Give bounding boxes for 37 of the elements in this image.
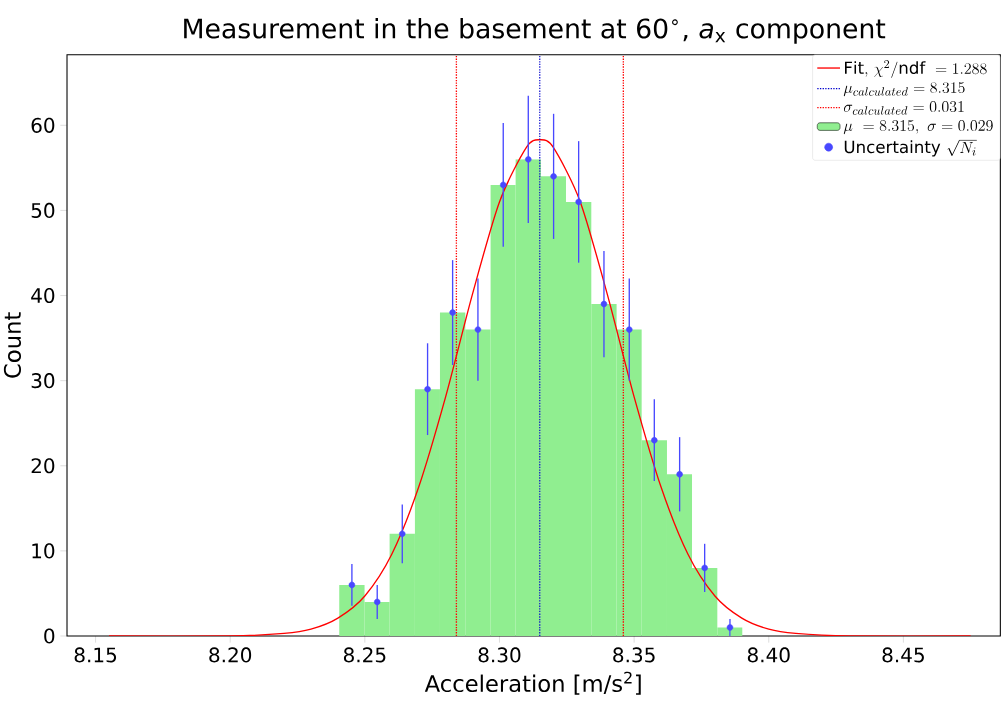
- point: [525, 156, 532, 163]
- y-tick-label: 40: [31, 287, 55, 304]
- x-tick-label: 8.30: [478, 647, 521, 663]
- legend-label: $\sigma_{calculated}=0.031$: [843, 101, 964, 115]
- x-tick-label: 8.20: [209, 647, 252, 663]
- x-tick-label: 8.25: [343, 647, 386, 663]
- y-tick-label: 60: [31, 117, 55, 133]
- x-tick-label: 8.40: [747, 647, 790, 663]
- legend-label: $\mu\ =8.315,\ \sigma=0.029$: [843, 120, 993, 135]
- point: [676, 471, 683, 478]
- point: [424, 385, 431, 393]
- y-tick-label: 50: [31, 202, 55, 218]
- point: [474, 326, 482, 333]
- point: [575, 198, 582, 206]
- point: [399, 530, 406, 538]
- point: [550, 173, 557, 180]
- x-tick-label: 8.35: [613, 647, 655, 663]
- point: [626, 326, 633, 333]
- point: [701, 564, 708, 572]
- x-tick-label: 8.45: [882, 647, 924, 663]
- legend-label: $\mathrm{Fit,}\ \chi^{2}/\mathrm{ndf}\ =1.288$: [845, 60, 987, 78]
- point: [500, 181, 507, 189]
- x-tick-label: 8.15: [74, 647, 117, 663]
- y-axis-title: Count: [3, 312, 22, 378]
- y-tick-label: 0: [44, 628, 55, 644]
- chart-title: Measurement in the basement at 60$^{∘}$, a$_{x}$ component: [184, 17, 886, 44]
- point: [449, 309, 456, 316]
- point: [348, 581, 356, 589]
- y-tick-label: 30: [31, 373, 55, 389]
- legend-label: $\mu_{calculated}=8.315$: [843, 82, 965, 97]
- point: [600, 300, 608, 308]
- legend-label: $\mathrm{Uncertainty}\ \sqrt{N_{i}}$: [844, 140, 977, 157]
- y-tick-label: 20: [31, 458, 55, 474]
- point: [374, 598, 381, 606]
- y-tick-label: 10: [32, 543, 55, 559]
- x-axis-title: Acceleration [m/s$^{2}$]: [424, 671, 641, 695]
- point: [651, 437, 658, 444]
